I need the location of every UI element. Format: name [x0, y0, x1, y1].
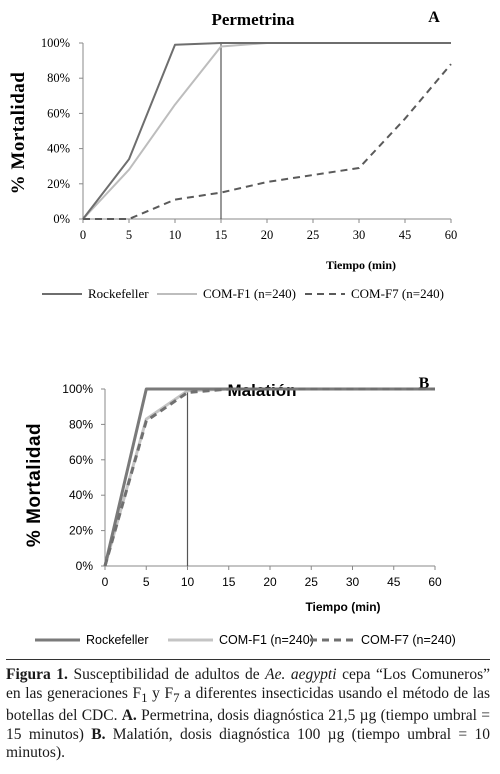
series-line-com-f7: [103, 387, 435, 567]
x-tick-label: 25: [305, 575, 319, 589]
y-tick-label: 100%: [41, 36, 70, 50]
legend-label-rockefeller: Rockefeller: [88, 286, 149, 301]
caption-text-1: Susceptibilidad de adultos de: [67, 666, 266, 683]
chart-a-y-axis-title: % Mortalidad: [8, 72, 29, 195]
chart-b-legend: Rockefeller COM-F1 (n=240) COM-F7 (n=240): [35, 633, 456, 647]
x-tick-label: 30: [346, 575, 360, 589]
y-tick-label: 80%: [47, 71, 70, 85]
y-tick-label: 20%: [47, 177, 70, 191]
x-tick-label: 60: [445, 228, 458, 242]
legend-label-com-f7: COM-F7 (n=240): [351, 286, 444, 301]
legend-label-com-f7: COM-F7 (n=240): [361, 633, 456, 647]
caption-text-2: cepa “Los Comuneros” en las generaciones…: [6, 666, 490, 702]
chart-b-x-axis-title: Tiempo (min): [305, 600, 380, 614]
y-tick-label: 0%: [53, 212, 70, 226]
x-tick-label: 0: [102, 575, 109, 589]
y-tick-label: 40%: [69, 488, 93, 502]
series-line-rockefeller: [103, 387, 435, 567]
series-line-com-f1: [82, 42, 451, 220]
x-tick-label: 25: [307, 228, 320, 242]
y-tick-label: 80%: [69, 417, 93, 431]
chart-a-title: Permetrina: [211, 10, 295, 29]
caption-text-4: a diferentes insecticidas usando el méto…: [6, 684, 490, 725]
legend-label-rockefeller: Rockefeller: [86, 633, 149, 647]
x-tick-label: 0: [80, 228, 86, 242]
y-tick-label: 100%: [62, 382, 93, 396]
chart-a-legend: Rockefeller COM-F1 (n=240) COM-F7 (n=240): [42, 286, 444, 301]
caption-a-label: A.: [121, 707, 137, 725]
x-tick-label: 10: [169, 228, 182, 242]
caption-text-3: y F: [147, 684, 174, 702]
x-tick-label: 30: [353, 228, 366, 242]
caption-text-6: Malatión, dosis diagnóstica 100 µg (tiem…: [6, 725, 490, 762]
chart-b-axes: 0% 20% 40% 60% 80% 100% 0 5 10 15 20 25 30 45 60: [62, 382, 442, 589]
caption-text-5: Permetrina, dosis diagnóstica 21,5 µg (t…: [6, 707, 490, 743]
chart-a-panel-label: A: [428, 9, 440, 26]
chart-b-y-axis-title: % Mortalidad: [24, 423, 45, 547]
chart-a-series: [82, 42, 452, 220]
legend-label-com-f1: COM-F1 (n=240): [203, 286, 296, 301]
x-tick-label: 5: [143, 575, 150, 589]
x-tick-label: 45: [399, 228, 412, 242]
y-tick-label: 40%: [47, 142, 70, 156]
caption-species: Ae. aegypti: [265, 666, 337, 683]
x-tick-label: 45: [387, 575, 401, 589]
chart-a-x-axis-title: Tiempo (min): [326, 258, 396, 272]
chart-b-series: [103, 387, 435, 567]
x-tick-label: 10: [181, 575, 195, 589]
caption-b-label: B.: [91, 725, 106, 743]
series-line-rockefeller: [82, 42, 451, 220]
x-tick-label: 5: [126, 228, 132, 242]
x-tick-label: 20: [263, 575, 277, 589]
x-tick-label: 15: [222, 575, 236, 589]
caption-figure-label: Figura 1.: [6, 666, 68, 683]
y-tick-label: 20%: [69, 524, 93, 538]
x-tick-label: 15: [215, 228, 228, 242]
x-tick-label: 20: [261, 228, 274, 242]
x-tick-label: 60: [428, 575, 442, 589]
caption-subscript-1: 1: [141, 689, 148, 705]
figure-caption: Figura 1. Susceptibilidad de adultos de …: [6, 659, 490, 767]
chart-a: Permetrina A % Mortalidad Tiempo (min) 0…: [8, 9, 457, 301]
series-line-com-f7: [83, 63, 452, 220]
y-tick-label: 60%: [69, 453, 93, 467]
chart-b-panel-label: B: [419, 375, 430, 392]
legend-label-com-f1: COM-F1 (n=240): [219, 633, 314, 647]
y-tick-label: 0%: [76, 559, 94, 573]
figure-canvas: Permetrina A % Mortalidad Tiempo (min) 0…: [8, 9, 457, 647]
caption-subscript-2: 7: [173, 689, 180, 705]
chart-b: Malatión B % Mortalidad Tiempo (min) 0%2…: [24, 375, 456, 647]
y-tick-label: 60%: [47, 106, 70, 120]
chart-a-axes: 0% 20% 40% 60% 80% 100% 0 5 10 15 20 25 30 45 60: [41, 36, 457, 242]
